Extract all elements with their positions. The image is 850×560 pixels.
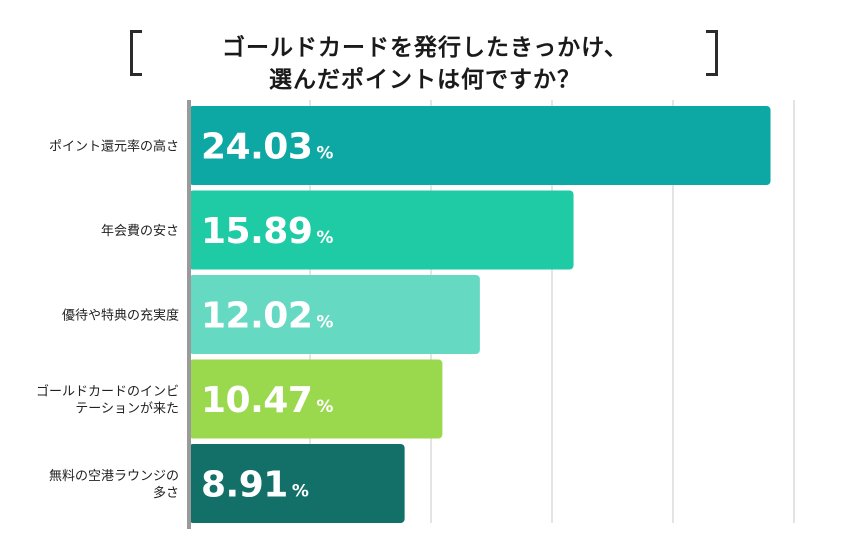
bar: [189, 275, 480, 354]
title-right-bracket: [706, 30, 718, 76]
category-label: テーションが来た: [75, 402, 179, 417]
chart-title: ゴールドカードを発行したきっかけ、 選んだポイントは何ですか？: [0, 0, 850, 100]
chart-title-line-1: ゴールドカードを発行したきっかけ、: [222, 35, 628, 61]
category-label: ゴールドカードのインビ: [36, 384, 179, 400]
bar: [189, 106, 771, 185]
bar-value-label: 12.02%: [201, 296, 333, 337]
chart-title-line-2: 選んだポイントは何ですか？: [269, 67, 581, 93]
bar-value-label: 15.89%: [201, 211, 333, 252]
bar: [189, 359, 443, 439]
category-label: 無料の空港ラウンジの: [49, 469, 179, 484]
bar-value-label: 10.47%: [201, 380, 333, 421]
category-label: 優待や特典の充実度: [62, 308, 179, 324]
category-label: 多さ: [153, 485, 179, 501]
bar-value-label: 24.03%: [201, 127, 333, 168]
title-left-bracket: [130, 30, 142, 76]
bar-value-label: 8.91%: [201, 465, 309, 506]
bar: [189, 444, 405, 523]
category-label: 年会費の安さ: [101, 224, 179, 239]
bar: [189, 190, 574, 270]
category-label: ポイント還元率の高さ: [49, 139, 179, 155]
